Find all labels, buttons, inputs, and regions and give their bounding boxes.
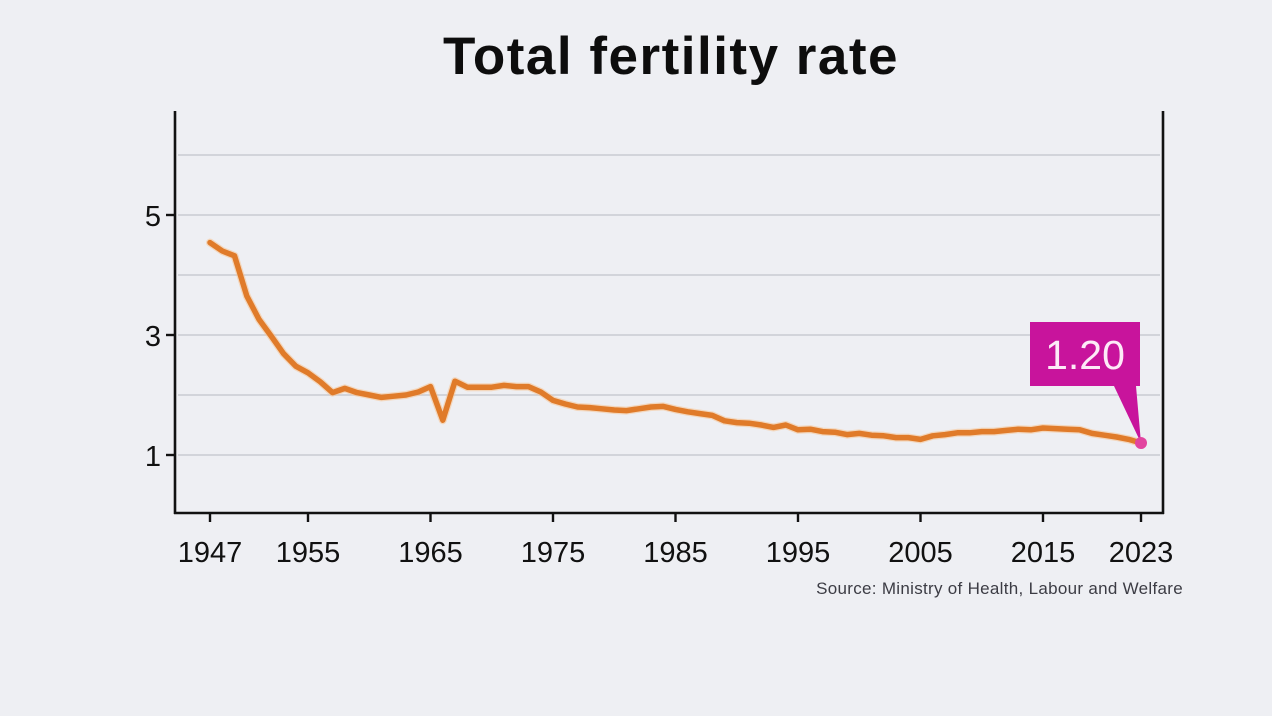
axes [173, 111, 1165, 515]
x-axis-ticks: 1947 1955 1965 1975 1985 1995 2005 2015 2023 [178, 513, 1174, 569]
chart-title: Total fertility rate [442, 27, 900, 86]
y-axis-ticks: 1 3 5 [145, 201, 175, 473]
callout-label: 1.20 [1045, 332, 1125, 378]
x-tick-label: 1975 [521, 537, 586, 569]
x-tick-label: 1947 [178, 537, 243, 569]
y-tick-label: 5 [145, 201, 161, 233]
x-tick-label: 1965 [398, 537, 463, 569]
x-tick-label: 2023 [1109, 537, 1174, 569]
y-tick-label: 1 [145, 441, 161, 473]
x-tick-label: 1985 [643, 537, 708, 569]
x-tick-label: 1955 [276, 537, 341, 569]
series-line [207, 239, 1144, 446]
x-tick-label: 1995 [766, 537, 831, 569]
y-tick-label: 3 [145, 321, 161, 353]
source-note: Source: Ministry of Health, Labour and W… [816, 579, 1183, 598]
callout-box [1030, 322, 1141, 443]
x-tick-label: 2015 [1011, 537, 1076, 569]
highlight-point [1135, 437, 1147, 449]
gridlines [178, 154, 1160, 456]
x-tick-label: 2005 [888, 537, 953, 569]
series-line-glow [206, 238, 1145, 447]
series [206, 238, 1145, 447]
value-callout: 1.20 [1030, 322, 1147, 449]
